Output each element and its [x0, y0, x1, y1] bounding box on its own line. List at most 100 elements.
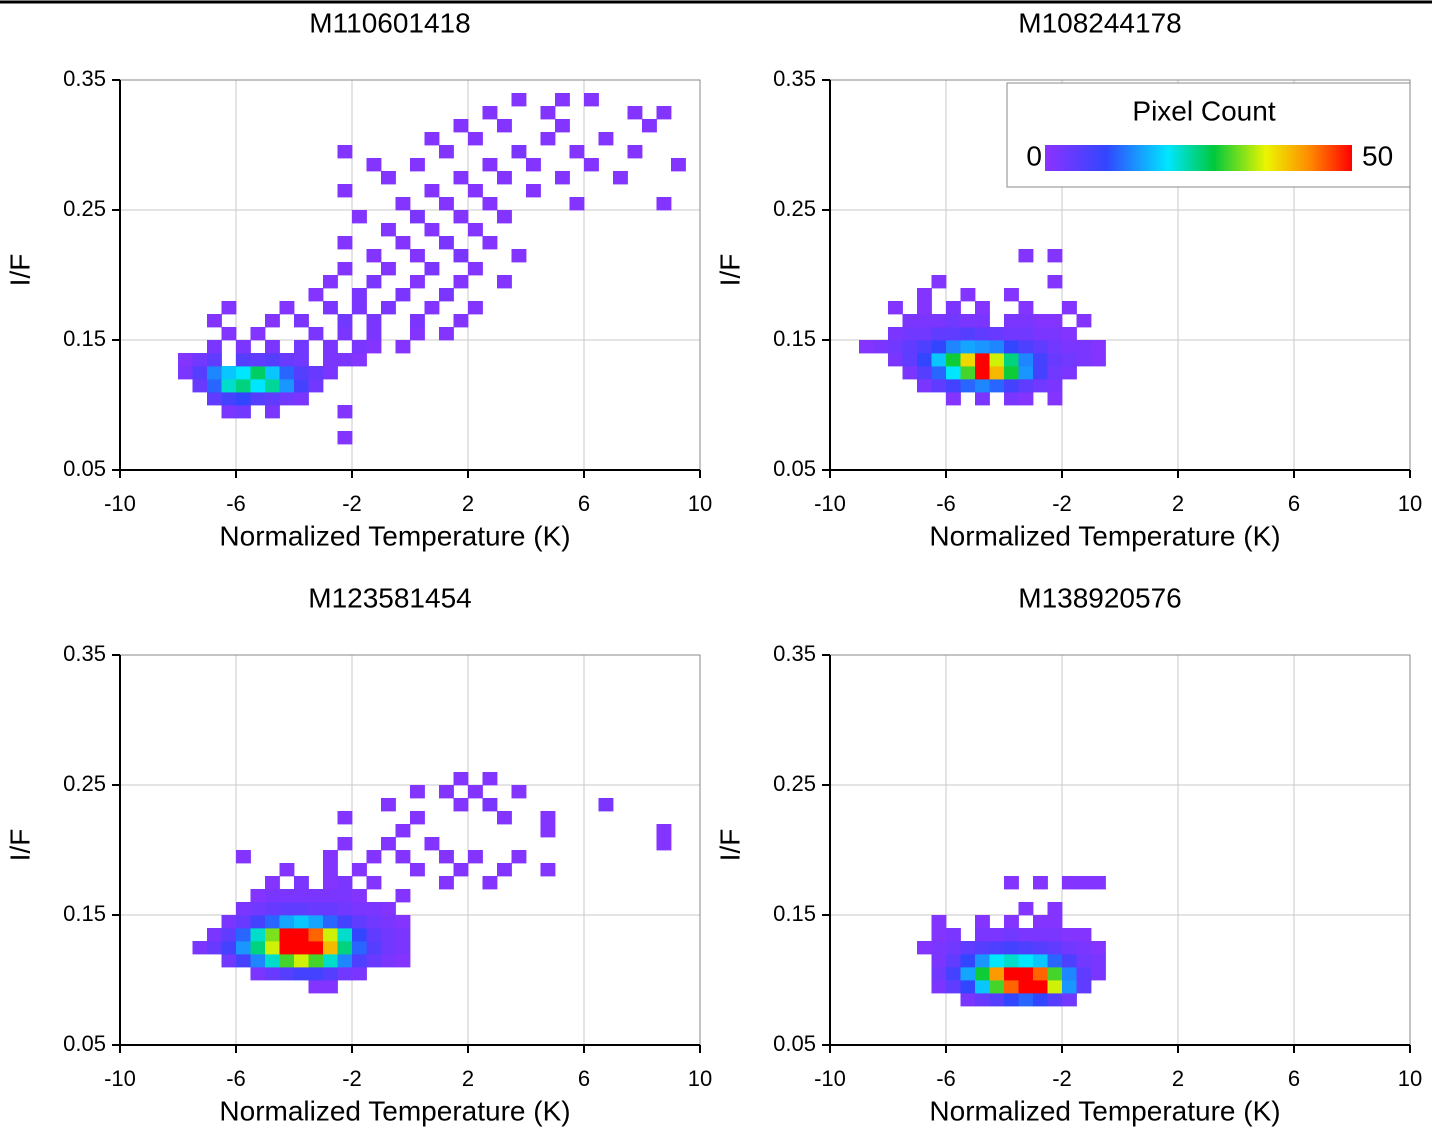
heat-cell: [308, 366, 324, 380]
heat-cell: [975, 980, 990, 994]
heat-cell: [1047, 249, 1063, 263]
heat-cell: [294, 366, 309, 380]
heat-cell: [656, 106, 672, 120]
heat-cell: [482, 876, 498, 890]
heat-cell: [1033, 941, 1048, 955]
heat-cell: [960, 314, 976, 328]
heat-cell: [323, 967, 338, 981]
heat-cell: [381, 171, 396, 185]
heat-cell: [352, 967, 367, 981]
heat-cell: [468, 184, 483, 198]
heat-cell: [540, 132, 556, 146]
heat-cell: [236, 405, 251, 419]
heat-cell: [888, 327, 903, 341]
heat-cell: [352, 863, 367, 877]
heat-cell: [931, 314, 947, 328]
heat-cell: [497, 210, 512, 224]
heat-cell: [989, 941, 1005, 955]
y-tick-label: 0.15: [63, 901, 106, 926]
heat-cell: [366, 275, 382, 289]
y-tick-label: 0.35: [773, 641, 816, 666]
x-axis-label: Normalized Temperature (K): [929, 520, 1280, 551]
y-tick-label: 0.25: [773, 771, 816, 796]
x-tick-label: 10: [688, 491, 712, 516]
heat-cell: [555, 171, 570, 185]
y-tick-label: 0.35: [63, 66, 106, 91]
heat-cell: [1047, 392, 1063, 406]
heat-cell: [1033, 366, 1048, 380]
heat-cell: [395, 288, 411, 302]
heat-cell: [236, 941, 251, 955]
heat-cell: [352, 288, 367, 302]
heat-cell: [236, 954, 251, 968]
heat-cell: [221, 941, 237, 955]
heat-cell: [511, 93, 527, 107]
heat-cell: [1091, 967, 1106, 981]
heat-cell: [975, 392, 990, 406]
heat-cell: [366, 327, 382, 341]
heat-cell: [642, 119, 657, 133]
heat-cell: [337, 928, 353, 942]
heat-cell: [1062, 941, 1077, 955]
heat-cell: [671, 158, 686, 172]
heat-cell: [439, 288, 454, 302]
heat-cell: [1033, 314, 1048, 328]
heat-cell: [279, 928, 295, 942]
heat-cell: [1033, 340, 1048, 354]
heat-cell: [337, 876, 353, 890]
heat-cell: [352, 353, 367, 367]
x-tick-label: -6: [936, 1066, 956, 1091]
heat-cell: [1033, 980, 1048, 994]
heat-cell: [1076, 928, 1092, 942]
heat-cell: [366, 915, 382, 929]
heat-cell: [221, 379, 237, 393]
heat-cell: [323, 863, 338, 877]
heat-cell: [294, 314, 309, 328]
x-tick-label: -2: [342, 1066, 362, 1091]
heat-cell: [279, 392, 295, 406]
heat-cell: [294, 392, 309, 406]
heat-cell: [1018, 902, 1034, 916]
heat-cell: [265, 876, 280, 890]
heat-cell: [989, 379, 1005, 393]
heat-cell: [352, 928, 367, 942]
heat-cell: [279, 941, 295, 955]
heat-cell: [207, 928, 222, 942]
heat-cell: [975, 928, 990, 942]
heat-cell: [178, 353, 193, 367]
heat-cell: [410, 249, 425, 263]
heat-cell: [1033, 327, 1048, 341]
heat-cell: [584, 93, 599, 107]
heat-cell: [337, 941, 353, 955]
heat-cell: [482, 236, 498, 250]
colorbar-legend: Pixel Count 0 50: [1006, 82, 1411, 188]
heat-cell: [1091, 353, 1106, 367]
heat-cell: [323, 954, 338, 968]
y-axis-label: I/F: [4, 254, 35, 287]
heat-cell: [294, 915, 309, 929]
heat-cell: [453, 798, 469, 812]
heat-cell: [308, 967, 324, 981]
heat-cell: [236, 928, 251, 942]
x-tick-label: 10: [688, 1066, 712, 1091]
heat-cell: [337, 967, 353, 981]
heat-cell: [207, 314, 222, 328]
heat-cell: [656, 837, 672, 851]
heat-cell: [468, 785, 483, 799]
heat-cell: [424, 184, 440, 198]
heat-cell: [381, 915, 396, 929]
heat-cell: [1018, 249, 1034, 263]
heat-cell: [917, 353, 932, 367]
heat-cell: [265, 967, 280, 981]
heat-cell: [888, 340, 903, 354]
heat-cell: [439, 785, 454, 799]
heat-cell: [221, 327, 237, 341]
heat-cell: [931, 954, 947, 968]
heat-cell: [989, 928, 1005, 942]
heat-cell: [627, 145, 643, 159]
heat-cell: [1004, 379, 1019, 393]
heat-cell: [975, 993, 990, 1007]
heat-cell: [975, 954, 990, 968]
heat-cell: [221, 366, 237, 380]
